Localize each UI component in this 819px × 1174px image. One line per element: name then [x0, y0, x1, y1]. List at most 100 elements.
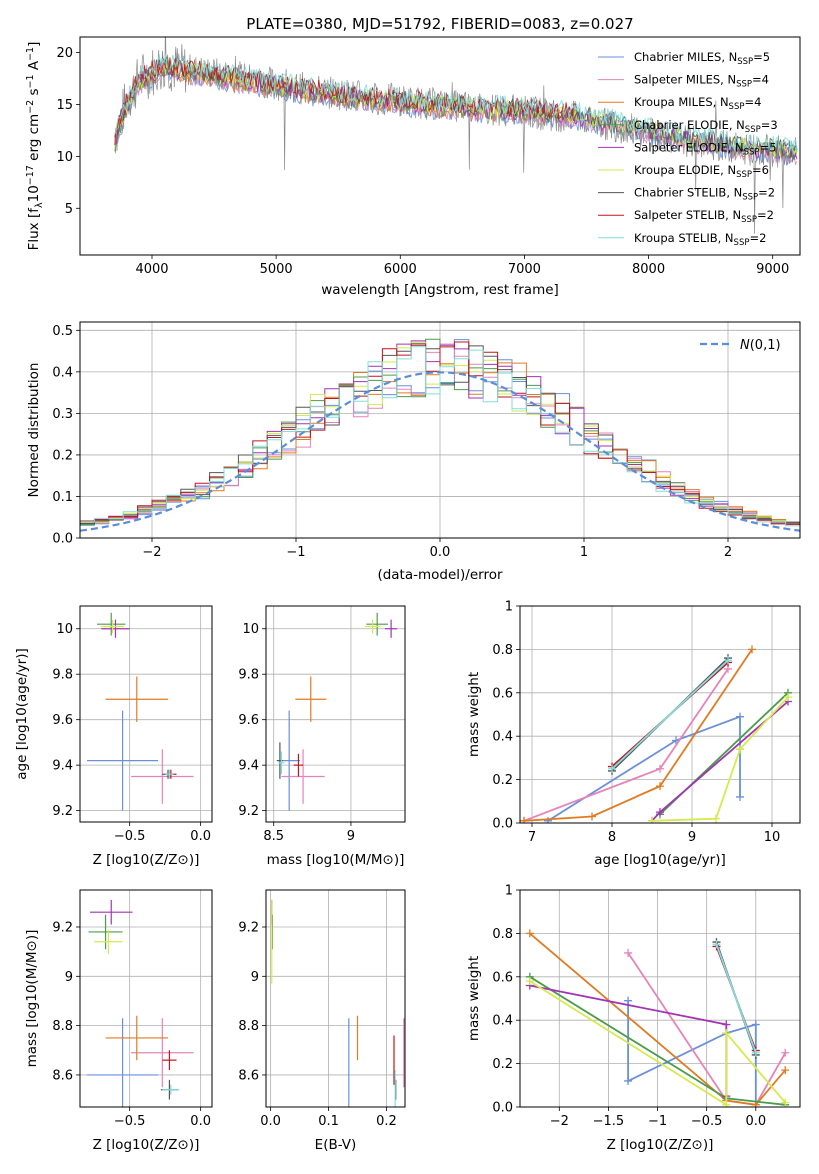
panel-age_vs_mass: 8.5 9 9.2 9.4 9.6 9.8 10 mass [log10(M/M⊙)]	[238, 605, 406, 868]
x-axis-label: Z [log10(Z/Z⊙)]	[93, 1137, 200, 1153]
y-tick-label: 9.2	[52, 804, 73, 819]
legend-entry: N(0,1)	[740, 338, 781, 353]
plus-marker	[624, 996, 633, 1005]
y-tick-label: 0.0	[492, 1101, 513, 1116]
x-tick-label: −2	[142, 545, 161, 560]
figure-title: PLATE=0380, MJD=51792, FIBERID=0083, z=0…	[246, 15, 633, 33]
plus-marker	[520, 816, 528, 823]
x-tick-label: 7000	[508, 262, 541, 277]
y-tick-label: 9.2	[238, 920, 259, 935]
legend-label: Chabrier MILES, N	[634, 50, 737, 64]
y-tick-label: 0.6	[492, 686, 513, 701]
plus-marker	[736, 712, 744, 721]
legend-entry: Kroupa MILES, NSSP=4	[634, 95, 761, 112]
legend-entry: Salpeter MILES, NSSP=4	[634, 73, 769, 90]
axes-frame	[519, 605, 801, 824]
y-tick-label: 20	[56, 46, 73, 61]
x-tick-label: −1	[648, 1114, 667, 1129]
plus-marker	[781, 1098, 790, 1107]
plus-marker	[648, 816, 656, 823]
y-label-part: A	[26, 60, 42, 74]
y-tick-label: 0.2	[492, 773, 513, 788]
x-axis-label: mass [log10(M/M⊙)]	[267, 852, 405, 868]
x-tick-label: 0.2	[376, 1114, 397, 1129]
y-tick-label: 0.0	[52, 532, 73, 547]
y-tick-label: 1	[505, 884, 513, 899]
panel-mass_weight_vs_Z: −2 −1.5 −1 −0.5 0.0 0.0 0.2 0.4 0.6 0.8 1 Z [log10(…	[466, 884, 801, 1153]
y-tick-label: 9.4	[52, 759, 73, 774]
plus-marker	[784, 693, 792, 702]
axes-frame	[79, 36, 801, 256]
x-tick-label: −0.5	[691, 1114, 723, 1129]
mass-weight-line	[715, 943, 757, 1054]
x-tick-label: 8	[608, 830, 616, 845]
legend-subscript: SSP	[737, 57, 753, 67]
panel-residual_histogram: −2 −1 0.0 1 2 0.0 0.1 0.2 0.3 0.4 0.5 N(0,1) (data-m…	[26, 321, 801, 583]
mass-weight-line	[523, 668, 729, 822]
x-tick-label: 0.1	[318, 1114, 339, 1129]
x-tick-label: 0.0	[430, 545, 451, 560]
legend-subscript: SSP	[729, 102, 745, 112]
x-tick-label: −0.5	[114, 829, 146, 844]
x-tick-label: 0.0	[190, 829, 211, 844]
y-tick-label: 9	[251, 970, 259, 985]
legend-subscript: SSP	[742, 193, 758, 203]
plus-marker	[525, 977, 534, 986]
plus-marker	[781, 1048, 790, 1057]
axes-frame	[79, 321, 801, 539]
y-tick-label: 0.8	[492, 643, 513, 658]
y-tick-label: 8.8	[52, 1019, 73, 1034]
y-tick-label: 10	[242, 622, 259, 637]
x-tick-label: 8000	[632, 262, 665, 277]
legend-subscript: SSP	[745, 125, 761, 135]
legend-label: Kroupa MILES, N	[634, 95, 729, 109]
y-label-part: λ	[34, 202, 45, 208]
axes-frame	[265, 889, 406, 1108]
legend-count: =4	[744, 95, 761, 109]
plus-marker	[624, 948, 633, 957]
x-tick-label: −0.5	[114, 1114, 146, 1129]
plus-marker	[712, 940, 721, 949]
y-tick-label: 1	[505, 600, 513, 615]
x-axis-label: (data-model)/error	[377, 567, 503, 583]
normal-curve	[80, 371, 800, 532]
plus-marker	[751, 1048, 760, 1057]
x-tick-label: 7	[528, 830, 536, 845]
model-spectrum	[114, 57, 798, 158]
mass-weight-line	[523, 648, 753, 822]
y-tick-label: 9.2	[238, 804, 259, 819]
y-label-part: −1	[25, 47, 36, 61]
legend-count: =5	[753, 50, 770, 64]
y-tick-label: 9	[65, 970, 73, 985]
x-tick-label: 8.5	[263, 829, 284, 844]
y-axis-label: mass [log10(M/M⊙)]	[24, 930, 40, 1068]
legend-count: =6	[752, 163, 769, 177]
plus-marker	[656, 808, 664, 817]
legend-label: Kroupa STELIB, N	[634, 231, 734, 245]
plus-marker	[588, 812, 596, 821]
y-tick-label: 0.8	[492, 927, 513, 942]
y-tick-label: 10	[56, 622, 73, 637]
panel-mass_vs_EBV: 0.0 0.1 0.2 8.6 8.8 9 9.2 E(B-V)	[238, 889, 406, 1153]
x-tick-label: 9	[688, 830, 696, 845]
plus-marker	[736, 745, 744, 754]
plus-marker	[781, 1066, 790, 1075]
y-tick-label: 0.4	[492, 730, 513, 745]
y-label-part: erg cm	[26, 114, 42, 165]
x-tick-label: −1	[286, 545, 305, 560]
x-tick-label: 6000	[384, 262, 417, 277]
plot-area	[525, 929, 790, 1107]
y-tick-label: 9.8	[238, 668, 259, 683]
legend-subscript: SSP	[744, 147, 760, 157]
histogram-steps	[80, 346, 800, 527]
y-tick-label: 15	[56, 98, 73, 113]
y-axis-label: Normed distribution	[26, 363, 42, 498]
x-tick-label: −2	[550, 1114, 569, 1129]
legend-entry: Kroupa ELODIE, NSSP=6	[634, 163, 769, 180]
y-tick-label: 8.6	[238, 1068, 259, 1083]
plus-marker	[722, 1029, 731, 1038]
panel-mass_vs_Z: −0.5 0.0 8.6 8.8 9 9.2 Z [log10(Z/Z⊙)] mass [lo…	[24, 889, 213, 1153]
legend-entry: Kroupa STELIB, NSSP=2	[634, 231, 766, 248]
y-label-part: −1	[25, 74, 36, 88]
y-label-part: 10	[26, 185, 42, 202]
